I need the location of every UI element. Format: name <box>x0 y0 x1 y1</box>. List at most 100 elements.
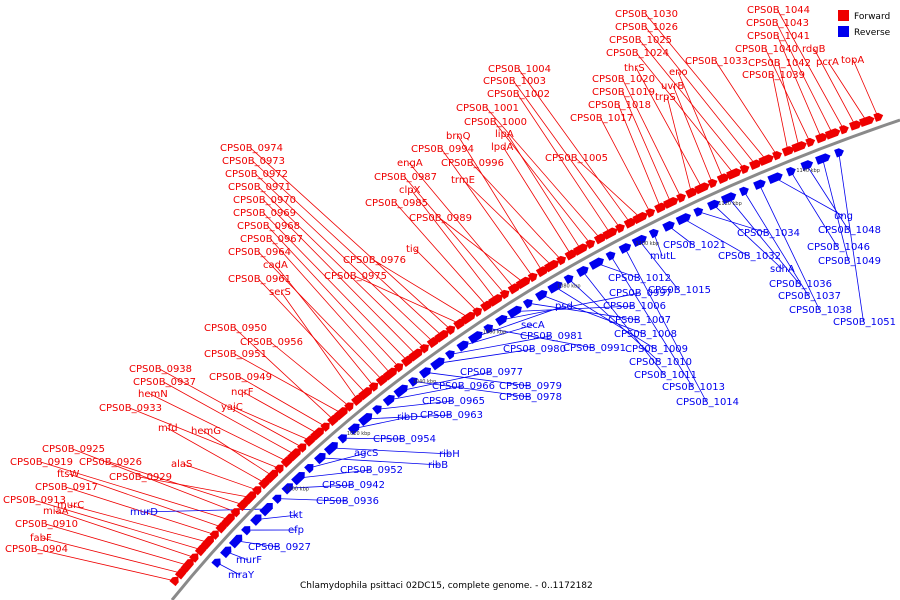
leader-line <box>33 499 202 551</box>
leader-line <box>309 452 367 469</box>
forward-gene-arrow <box>258 477 270 490</box>
reverse-gene-label: CPS0B_1021 <box>663 240 726 251</box>
leader-line <box>772 74 789 151</box>
forward-gene-label: CPS0B_1044 <box>747 5 810 16</box>
forward-gene-label: CPS0B_0976 <box>343 255 406 266</box>
reverse-gene-arrow <box>767 172 783 184</box>
forward-gene-arrow <box>460 311 476 325</box>
reverse-gene-arrow <box>483 324 494 334</box>
forward-gene-label: CPS0B_0974 <box>220 143 283 154</box>
reverse-gene-arrow <box>314 452 326 465</box>
leader-line <box>575 157 641 218</box>
leader-line <box>129 407 280 469</box>
leader-line <box>139 476 251 498</box>
forward-gene-label: CPS0B_0996 <box>441 158 504 169</box>
reverse-gene-arrow <box>738 186 749 197</box>
forward-gene-label: CPS0B_1043 <box>746 18 809 29</box>
reverse-gene-arrow <box>693 207 704 217</box>
leader-line <box>471 162 562 261</box>
reverse-gene-arrow <box>495 314 508 326</box>
leader-line <box>183 463 258 491</box>
forward-gene-arrow <box>297 443 307 453</box>
leader-line <box>502 146 572 255</box>
forward-gene-arrow <box>726 168 742 180</box>
forward-gene-arrow <box>368 382 379 392</box>
reverse-gene-arrow <box>834 148 844 158</box>
forward-gene-label: CPS0B_0937 <box>133 377 196 388</box>
forward-gene-label: CPS0B_0970 <box>233 195 296 206</box>
leader-line <box>414 248 478 312</box>
reverse-gene-label: ribB <box>428 460 448 471</box>
leader-line <box>243 391 318 434</box>
forward-gene-label: CPS0B_0933 <box>99 403 162 414</box>
forward-gene-arrow <box>645 208 656 218</box>
reverse-gene-label: CPS0B_1010 <box>629 357 692 368</box>
forward-gene-label: thrS <box>624 63 645 74</box>
leader-line <box>501 292 640 321</box>
forward-gene-label: CPS0B_1003 <box>483 76 546 87</box>
forward-gene-arrow <box>194 544 207 557</box>
reverse-gene-arrow <box>522 299 533 309</box>
forward-gene-arrow <box>593 233 607 245</box>
reverse-gene-arrow <box>547 281 563 294</box>
forward-gene-label: CPS0B_1042 <box>748 58 811 69</box>
forward-gene-label: CPS0B_0967 <box>240 234 303 245</box>
forward-gene-label: brnQ <box>446 131 471 142</box>
leader-line <box>401 371 491 391</box>
reverse-gene-label: CPS0B_0942 <box>322 480 385 491</box>
reverse-gene-label: murD <box>130 507 158 518</box>
forward-gene-arrow <box>859 115 875 128</box>
forward-gene-arrow <box>169 576 179 587</box>
reverse-gene-label: CPS0B_0980 <box>503 344 566 355</box>
leader-line <box>777 35 822 138</box>
gene-features <box>169 112 884 587</box>
leader-line <box>439 217 524 283</box>
forward-gene-label: CPS0B_1005 <box>545 153 608 164</box>
leader-line <box>263 199 417 355</box>
reverse-gene-arrow <box>211 558 221 568</box>
leader-line <box>568 278 660 363</box>
forward-gene-arrow <box>401 355 414 367</box>
reverse-gene-arrow <box>563 274 574 285</box>
reverse-gene-arrow <box>707 199 720 211</box>
leader-line <box>488 327 594 349</box>
forward-gene-label: trpS <box>655 92 676 103</box>
reverse-gene-arrow <box>605 251 616 261</box>
reverse-gene-arrow <box>800 160 814 171</box>
forward-gene-arrow <box>602 227 618 240</box>
kbp-tick-label: 1060 kbp <box>483 330 507 336</box>
reverse-gene-label: ung <box>834 211 853 222</box>
leader-line <box>287 484 353 489</box>
forward-gene-arrow <box>264 469 279 484</box>
forward-gene-arrow <box>333 407 348 421</box>
forward-gene-arrow <box>230 508 240 518</box>
forward-gene-label: uvrB <box>661 81 684 92</box>
leader-line <box>280 291 358 400</box>
forward-gene-label: CPS0B_1041 <box>747 31 810 42</box>
leader-line <box>263 212 408 362</box>
reverse-gene-label: CPS0B_1036 <box>769 279 832 290</box>
reverse-gene-label: psd <box>555 301 573 312</box>
reverse-gene-label: CPS0B_0963 <box>420 410 483 421</box>
forward-gene-arrow <box>663 196 679 209</box>
forward-gene-arrow <box>445 325 456 335</box>
forward-gene-label: lipA <box>495 129 514 140</box>
forward-gene-arrow <box>572 243 589 256</box>
reverse-gene-label: CPS0B_1048 <box>818 225 881 236</box>
leader-line <box>758 184 820 311</box>
forward-gene-arrow <box>654 202 667 214</box>
leader-line <box>728 197 800 285</box>
reverse-gene-label: ribH <box>439 449 460 460</box>
forward-gene-label: CPS0B_1025 <box>609 35 672 46</box>
forward-gene-arrow <box>507 283 521 295</box>
forward-gene-label: CPS0B_0917 <box>35 482 98 493</box>
forward-gene-arrow <box>544 259 560 273</box>
genome-backbone <box>170 118 900 600</box>
forward-gene-label: tig <box>406 244 419 255</box>
forward-gene-arrow <box>221 513 235 528</box>
forward-gene-arrow <box>849 120 862 131</box>
leader-line <box>838 152 864 323</box>
leader-line <box>354 275 460 324</box>
reverse-gene-label: CPS0B_0927 <box>248 542 311 553</box>
